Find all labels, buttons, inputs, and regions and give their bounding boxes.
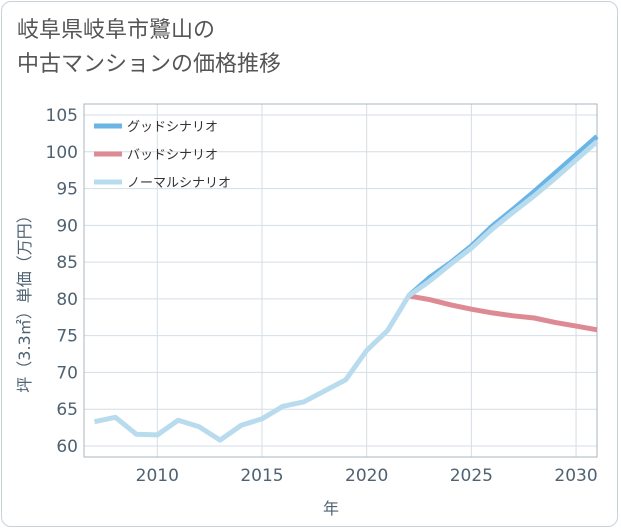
chart-title: 岐阜県岐阜市鷺山の 中古マンションの価格推移 <box>17 14 281 82</box>
series-line <box>93 139 599 443</box>
y-tick-label: 65 <box>56 400 78 420</box>
y-tick-label: 80 <box>56 290 78 310</box>
x-axis-ticks: 2010 2015 2020 2025 2030 <box>136 466 598 486</box>
x-axis-title: 年 <box>323 499 339 518</box>
y-tick-label: 90 <box>56 216 78 236</box>
y-tick-label: 105 <box>46 106 78 126</box>
y-tick-label: 60 <box>56 437 78 457</box>
title-line-1: 岐阜県岐阜市鷺山の <box>17 18 216 43</box>
plot-area <box>83 103 598 458</box>
y-axis-ticks: 60 65 70 75 80 85 90 95 100 105 <box>46 106 78 457</box>
legend-label: バッドシナリオ <box>127 148 218 163</box>
series-line <box>406 134 599 298</box>
series-line <box>408 293 598 333</box>
y-tick-label: 70 <box>56 363 78 383</box>
y-axis-title: 坪（3.3㎡）単価（万円） <box>15 207 34 392</box>
y-tick-label: 95 <box>56 180 78 200</box>
series-lines <box>93 134 599 443</box>
legend-label: グッドシナリオ <box>127 120 218 135</box>
y-tick-label: 75 <box>56 327 78 347</box>
legend-label: ノーマルシナリオ <box>127 176 231 191</box>
x-tick-label: 2015 <box>240 466 283 486</box>
x-tick-label: 2010 <box>136 466 179 486</box>
x-tick-label: 2025 <box>450 466 493 486</box>
y-tick-label: 85 <box>56 253 78 273</box>
x-tick-label: 2020 <box>345 466 388 486</box>
y-tick-label: 100 <box>46 143 78 163</box>
title-line-2: 中古マンションの価格推移 <box>17 52 282 77</box>
x-tick-label: 2030 <box>554 466 597 486</box>
